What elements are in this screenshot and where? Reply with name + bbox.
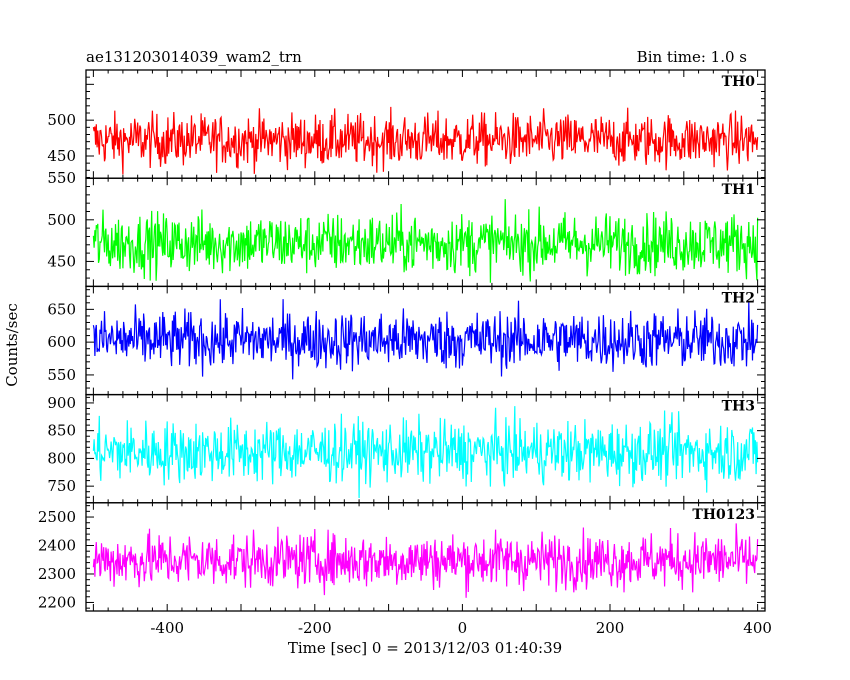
y-tick-label: 450 bbox=[47, 147, 76, 165]
panel-label-th3: TH3 bbox=[722, 399, 755, 415]
chart-title-left: ae131203014039_wam2_trn bbox=[86, 48, 302, 66]
series-line-th0123 bbox=[92, 523, 759, 598]
y-tick-label: 450 bbox=[47, 252, 76, 270]
panel-th1: 450 500 550 TH1 bbox=[47, 169, 766, 288]
y-tick-label: 900 bbox=[47, 394, 76, 412]
y-axis-label: Counts/sec bbox=[3, 303, 21, 387]
panel-label-th1: TH1 bbox=[722, 182, 755, 198]
x-tick-label: 0 bbox=[458, 619, 468, 637]
series-line-th0 bbox=[92, 106, 759, 175]
y-tick-label: 500 bbox=[47, 111, 76, 129]
x-tick-label: -200 bbox=[298, 619, 332, 637]
y-tick-label: 850 bbox=[47, 422, 76, 440]
panel-label-th0: TH0 bbox=[722, 74, 756, 90]
x-tick-label: 200 bbox=[596, 619, 625, 637]
x-tick-label: -400 bbox=[150, 619, 184, 637]
series-line-th1 bbox=[92, 199, 759, 283]
y-tick-label: 800 bbox=[47, 449, 76, 467]
panels-group: 450 500 TH0 450 500 550 TH1 550 600 650 TH2 750 800 8… bbox=[38, 69, 766, 612]
panel-th3: 750 800 850 900 TH3 bbox=[47, 394, 766, 504]
y-tick-label: 600 bbox=[47, 333, 76, 351]
y-tick-label: 750 bbox=[47, 477, 76, 495]
y-tick-label: 650 bbox=[47, 300, 76, 318]
y-tick-label: 500 bbox=[47, 211, 76, 229]
series-line-th3 bbox=[92, 406, 759, 499]
x-axis-label: Time [sec] 0 = 2013/12/03 01:40:39 bbox=[288, 639, 562, 657]
panel-label-th2: TH2 bbox=[722, 290, 755, 306]
y-tick-label: 550 bbox=[47, 169, 76, 187]
y-tick-label: 2400 bbox=[38, 537, 76, 555]
panel-th0: 450 500 TH0 bbox=[47, 69, 766, 179]
panel-label-th0123: TH0123 bbox=[692, 507, 755, 523]
panel-th2: 550 600 650 TH2 bbox=[47, 285, 766, 396]
series-line-th2 bbox=[92, 299, 759, 380]
y-tick-label: 2300 bbox=[38, 565, 76, 583]
chart-title-right: Bin time: 1.0 s bbox=[637, 48, 747, 66]
x-axis: -400 -200 0 200 400 bbox=[150, 619, 772, 637]
y-tick-label: 2200 bbox=[38, 593, 76, 611]
x-tick-label: 400 bbox=[743, 619, 772, 637]
panel-th0123: 2200 2300 2400 2500 TH0123 bbox=[38, 502, 766, 612]
y-tick-label: 550 bbox=[47, 366, 76, 384]
y-tick-label: 2500 bbox=[38, 508, 76, 526]
